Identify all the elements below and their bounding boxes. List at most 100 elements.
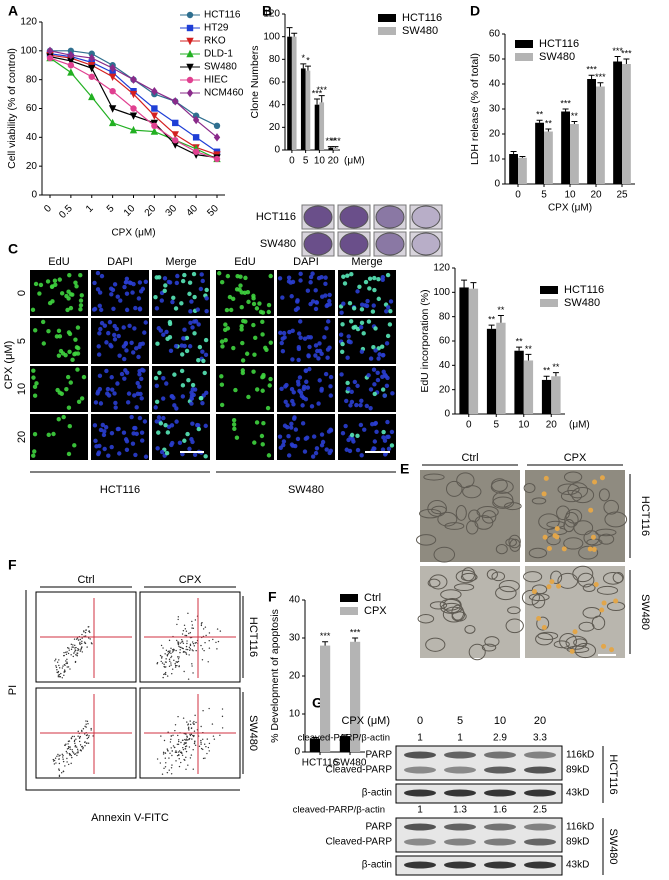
cell [604, 511, 628, 528]
band [484, 823, 516, 831]
cell [370, 309, 376, 314]
event [170, 662, 172, 664]
event [177, 743, 180, 746]
cell [122, 356, 127, 362]
band [404, 766, 436, 774]
apoptotic-cell [601, 600, 607, 606]
panel-letter: C [8, 241, 18, 257]
event [191, 663, 193, 665]
x-tick-label: 20 [546, 420, 558, 431]
apoptotic-cell [541, 625, 547, 631]
event [170, 747, 172, 749]
event [167, 750, 169, 752]
row-label: HCT116 [247, 617, 259, 657]
cell [355, 433, 360, 439]
error-bar [300, 63, 307, 69]
cell [109, 444, 114, 450]
cell [536, 616, 550, 631]
bar [561, 111, 570, 184]
significance: ** [516, 336, 524, 346]
cell [104, 340, 109, 345]
event [195, 649, 197, 652]
event [189, 720, 191, 722]
event [78, 740, 81, 743]
event [61, 772, 63, 774]
cell [344, 398, 349, 404]
band [524, 823, 556, 831]
cell [317, 378, 322, 383]
event [177, 734, 179, 737]
cell [134, 346, 139, 351]
cell [296, 357, 301, 363]
error-bar [571, 121, 578, 124]
cell [298, 271, 303, 277]
cell [167, 335, 173, 340]
event [75, 738, 77, 740]
cell [380, 387, 386, 392]
cell [129, 414, 134, 420]
cell [296, 382, 301, 387]
event [77, 751, 79, 754]
cell [376, 296, 381, 302]
cell [103, 425, 109, 430]
column-label: Ctrl [461, 452, 478, 464]
event [193, 742, 196, 745]
event [65, 743, 67, 745]
significance: * [306, 56, 310, 66]
cell [98, 401, 104, 406]
cell [423, 473, 445, 481]
event [187, 739, 189, 741]
event [74, 742, 76, 745]
y-tick-label: 80 [26, 74, 38, 85]
column-label: CPX [179, 574, 202, 586]
event [63, 654, 65, 657]
event [174, 724, 177, 726]
event [81, 642, 83, 645]
cell [131, 281, 136, 287]
cell [328, 393, 334, 398]
event [77, 730, 79, 733]
data-point [213, 133, 221, 142]
cell [374, 429, 379, 435]
cell [354, 402, 359, 408]
bar [305, 70, 311, 150]
panel-letter: F [8, 557, 17, 573]
event [156, 663, 158, 665]
event [203, 649, 205, 652]
cell [380, 277, 385, 283]
cell [98, 326, 103, 332]
band [524, 861, 556, 869]
apoptotic-cell [552, 533, 558, 539]
cell [364, 403, 370, 409]
event [178, 645, 180, 648]
apoptotic-cell [613, 598, 619, 604]
apoptotic-cell [593, 581, 599, 587]
cell [114, 326, 119, 332]
event [200, 623, 203, 625]
event [62, 754, 64, 757]
apoptotic-cell [546, 545, 552, 551]
cell [196, 358, 201, 363]
event [185, 738, 188, 740]
event [77, 639, 80, 641]
cell [289, 421, 294, 427]
y-axis-title: % Development of apoptosis [269, 609, 281, 743]
event [81, 730, 83, 733]
cell [193, 319, 199, 324]
cell [455, 504, 467, 521]
event [164, 757, 167, 759]
blot [395, 855, 563, 876]
event [56, 669, 58, 671]
event [55, 762, 57, 764]
cell [75, 325, 81, 330]
cell [123, 341, 128, 347]
event [71, 646, 73, 648]
cell [440, 602, 463, 614]
event [190, 754, 193, 756]
event [161, 656, 163, 658]
cell [348, 403, 353, 408]
cell [260, 319, 265, 325]
cell [302, 449, 308, 454]
cell [97, 386, 103, 392]
legend-marker [186, 88, 194, 98]
